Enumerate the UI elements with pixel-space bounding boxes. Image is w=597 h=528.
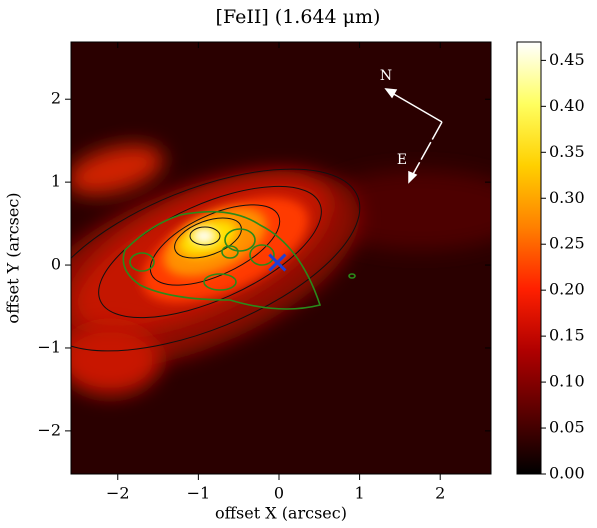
chart-title: [FeII] (1.644 μm) [216,6,381,28]
colorbar-tick-label: 0.20 [549,280,585,299]
colorbar-tick-label: 0.40 [549,96,585,115]
y-tick-label: −1 [37,337,61,356]
colorbar-tick-label: 0.05 [549,418,585,437]
colorbar [516,41,542,475]
heatmap-image: N E [71,42,491,474]
x-tick-label: 2 [435,484,445,503]
compass-north: N [380,68,392,84]
x-tick-label: −2 [106,484,130,503]
y-tick-label: 2 [51,89,61,108]
colorbar-tick-label: 0.15 [549,326,585,345]
y-tick-label: 1 [51,172,61,191]
y-axis-label: offset Y (arcsec) [4,192,23,323]
compass-east: E [397,152,407,168]
contours [71,168,361,352]
colorbar-tick-label: 0.45 [549,50,585,69]
marker [268,253,287,272]
x-tick-label: 1 [355,484,365,503]
y-tick-label: −2 [37,420,61,439]
colorbar-tick-label: 0.00 [549,464,585,483]
x-axis-label: offset X (arcsec) [215,504,347,523]
colorbar-tick-label: 0.35 [549,142,585,161]
x-tick-label: −1 [187,484,211,503]
colorbar-tick-label: 0.10 [549,372,585,391]
colorbar-tick-label: 0.25 [549,234,585,253]
y-tick-label: 0 [51,255,61,274]
green-contours [122,210,356,310]
colorbar-tick-label: 0.30 [549,188,585,207]
x-tick-label: 0 [274,484,284,503]
compass [384,88,443,184]
plot-frame [70,41,492,475]
